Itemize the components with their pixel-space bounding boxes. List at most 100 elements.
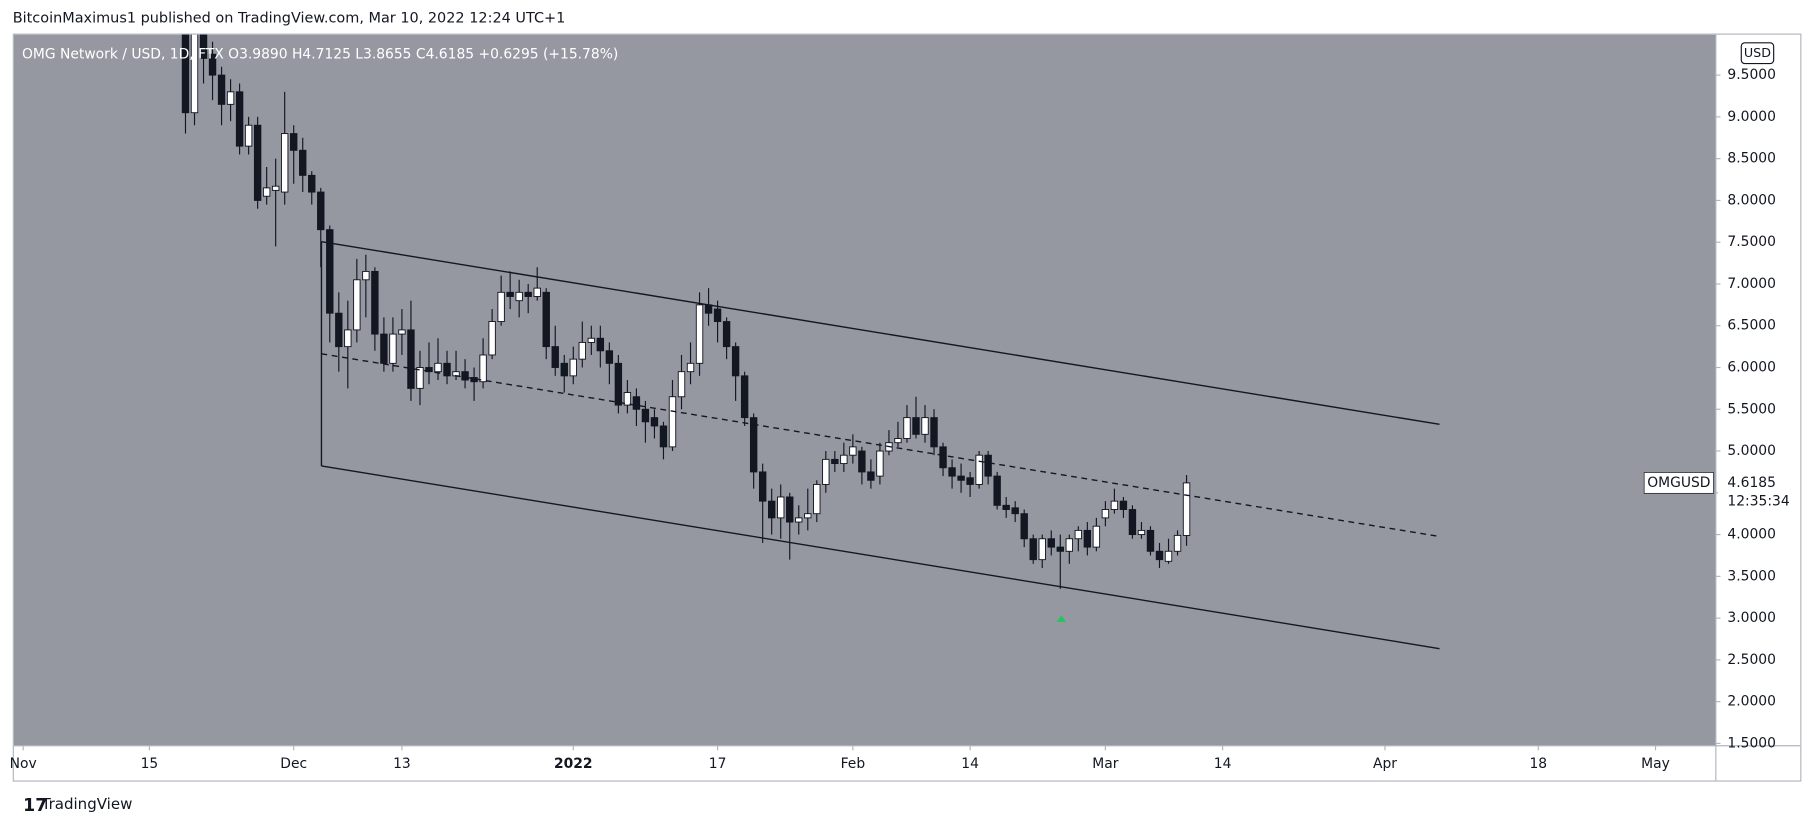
candle-body — [1101, 509, 1110, 519]
candle-body — [181, 34, 190, 114]
bar-countdown: 12:35:34 — [1727, 493, 1789, 509]
candle-body — [767, 500, 776, 519]
candle-body — [235, 91, 244, 147]
candle-body — [569, 358, 577, 377]
candle-body — [371, 270, 379, 335]
candle-body — [434, 362, 442, 373]
x-tick-label: May — [1641, 756, 1670, 772]
candle-body — [533, 287, 541, 297]
candle-body — [650, 417, 659, 427]
candle-body — [777, 496, 785, 519]
candle-body — [975, 454, 983, 485]
y-tick-label: 4.0000 — [1727, 527, 1776, 543]
candle-body — [380, 333, 388, 364]
candle-body — [1137, 529, 1146, 536]
x-tick-label: 14 — [961, 756, 979, 772]
candle-body — [560, 362, 568, 377]
candle-body — [353, 279, 361, 331]
candle-body — [253, 124, 262, 201]
candle-body — [524, 291, 532, 297]
candle-body — [831, 458, 839, 465]
candle-body — [903, 417, 911, 439]
candle-body — [614, 362, 623, 406]
candle-body — [867, 471, 875, 481]
x-tick-label: Apr — [1373, 756, 1397, 772]
y-tick-label: 8.5000 — [1727, 151, 1776, 167]
candle-body — [578, 341, 587, 360]
candle-body — [1038, 538, 1046, 561]
x-tick-label: Mar — [1092, 756, 1118, 772]
y-tick-label: 5.5000 — [1727, 401, 1776, 417]
candle-body — [740, 375, 749, 419]
currency-label: USD — [1744, 45, 1771, 60]
candle-body — [326, 229, 334, 314]
candle-body — [948, 467, 956, 477]
candle-body — [1074, 529, 1083, 540]
candle-body — [208, 53, 217, 76]
y-tick-label: 9.0000 — [1727, 109, 1776, 125]
candle-body — [813, 483, 821, 515]
candle-body — [632, 396, 641, 410]
x-tick-label: Feb — [841, 756, 866, 772]
footer-brand: TradingView — [41, 795, 133, 813]
candle-body — [668, 396, 677, 448]
candle-body — [713, 308, 722, 323]
candle-body — [497, 291, 505, 323]
candle-body — [190, 34, 199, 114]
chart-frame — [12, 33, 1802, 782]
candle-body — [308, 174, 316, 193]
currency-badge — [1740, 42, 1775, 65]
candle-body — [840, 454, 848, 465]
candle-body — [623, 392, 632, 406]
x-tick-label: 15 — [141, 756, 159, 772]
candle-body — [280, 133, 289, 193]
signal-arrow — [1056, 615, 1067, 623]
candle-body — [1065, 538, 1074, 552]
drawings — [320, 240, 1440, 650]
candle-body — [551, 346, 559, 368]
candle-body — [795, 517, 803, 523]
y-tick-label: 1.5000 — [1727, 735, 1776, 751]
y-tick-label: 7.0000 — [1727, 276, 1776, 292]
candle-body — [362, 270, 370, 281]
candle-body — [984, 454, 992, 477]
x-tick-label: Dec — [280, 756, 307, 772]
logo-mark: 17 — [23, 796, 47, 816]
y-tick-label: 8.0000 — [1727, 192, 1776, 208]
candle-body — [677, 371, 686, 398]
x-tick-label: 17 — [709, 756, 727, 772]
candle-body — [199, 34, 208, 59]
publish-header: BitcoinMaximus1 published on TradingView… — [13, 10, 566, 26]
candle-body — [849, 446, 857, 456]
candle-body — [695, 304, 704, 364]
candle-body — [317, 191, 325, 231]
candle-body — [1083, 529, 1092, 548]
y-tick-label: 6.0000 — [1727, 360, 1776, 376]
candle-body — [1011, 507, 1019, 515]
candle-body — [1110, 500, 1119, 510]
candle-body — [1182, 482, 1191, 536]
candle-body — [542, 291, 550, 348]
candle-body — [416, 367, 424, 389]
last-price: 4.6185 — [1727, 475, 1776, 491]
x-tick-label: 2022 — [554, 756, 593, 772]
candle-body — [930, 417, 938, 448]
candle-body — [731, 346, 740, 377]
candle-body — [993, 475, 1001, 506]
plot-area — [13, 34, 1716, 746]
candle-body — [921, 417, 929, 435]
candle-body — [894, 438, 902, 444]
y-tick-label: 2.5000 — [1727, 652, 1776, 668]
candle-body — [344, 329, 352, 348]
candle-body — [858, 450, 866, 473]
candle-body — [786, 496, 794, 523]
candle-body — [515, 291, 523, 302]
channel-midline — [321, 353, 1440, 538]
candles — [181, 34, 1191, 589]
candle-body — [641, 408, 650, 423]
y-tick-label: 6.5000 — [1727, 318, 1776, 334]
candle-body — [1128, 509, 1137, 536]
candle-body — [1146, 529, 1155, 552]
x-tick-label: Nov — [10, 756, 37, 772]
